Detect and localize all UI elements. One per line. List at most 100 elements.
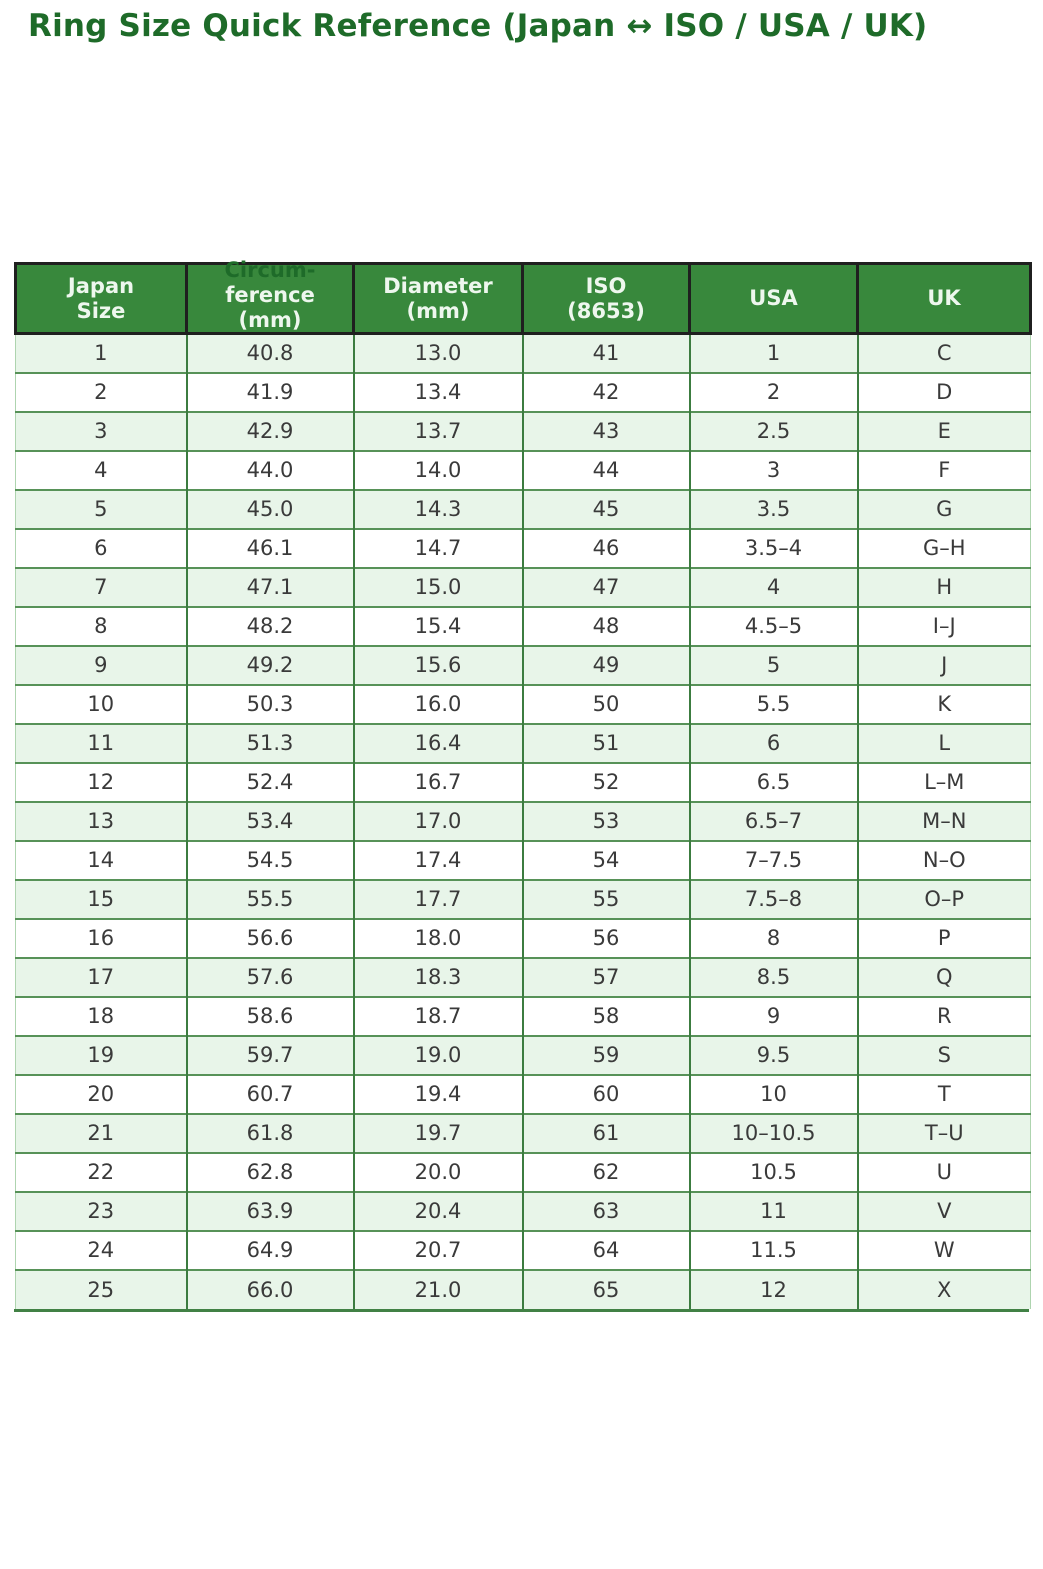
header-line: Size [76,298,126,323]
cell-uk: F [856,449,1031,490]
cell-diameter-mm: 19.7 [352,1112,523,1153]
cell-japan-size: 24 [15,1229,187,1270]
cell-circumference-mm: 59.7 [185,1034,354,1075]
cell-usa: 8.5 [688,956,858,997]
table-row: 20 60.7 19.4 60 10 T [15,1073,1031,1114]
cell-diameter-mm: 15.0 [352,566,523,607]
cell-japan-size: 1 [15,332,187,373]
cell-circumference-mm: 61.8 [185,1112,354,1153]
cell-japan-size: 16 [15,917,187,958]
cell-usa: 7–7.5 [688,839,858,880]
cell-circumference-mm: 49.2 [185,644,354,685]
cell-iso-8653: 49 [521,644,690,685]
cell-japan-size: 2 [15,371,187,412]
cell-uk: K [856,683,1031,724]
table-row: 1 40.8 13.0 41 1 C [15,332,1031,373]
cell-usa: 2.5 [688,410,858,451]
cell-japan-size: 8 [15,605,187,646]
cell-circumference-mm: 47.1 [185,566,354,607]
table-row: 7 47.1 15.0 47 4 H [15,566,1031,607]
cell-circumference-mm: 58.6 [185,995,354,1036]
cell-circumference-mm: 46.1 [185,527,354,568]
cell-circumference-mm: 60.7 [185,1073,354,1114]
cell-japan-size: 6 [15,527,187,568]
cell-iso-8653: 50 [521,683,690,724]
header-line: (8653) [567,298,645,323]
cell-uk: I–J [856,605,1031,646]
cell-japan-size: 19 [15,1034,187,1075]
table-row: 5 45.0 14.3 45 3.5 G [15,488,1031,529]
table-row: 12 52.4 16.7 52 6.5 L–M [15,761,1031,802]
cell-usa: 5 [688,644,858,685]
cell-circumference-mm: 51.3 [185,722,354,763]
cell-circumference-mm: 63.9 [185,1190,354,1231]
cell-uk: X [856,1268,1031,1309]
table-row: 18 58.6 18.7 58 9 R [15,995,1031,1036]
cell-japan-size: 12 [15,761,187,802]
cell-circumference-mm: 53.4 [185,800,354,841]
cell-japan-size: 18 [15,995,187,1036]
cell-diameter-mm: 20.7 [352,1229,523,1270]
cell-usa: 9 [688,995,858,1036]
cell-circumference-mm: 54.5 [185,839,354,880]
cell-uk: J [856,644,1031,685]
header-line: ference [225,282,315,307]
cell-circumference-mm: 40.8 [185,332,354,373]
cell-diameter-mm: 21.0 [352,1268,523,1309]
cell-diameter-mm: 20.0 [352,1151,523,1192]
cell-japan-size: 4 [15,449,187,490]
cell-iso-8653: 43 [521,410,690,451]
table-row: 8 48.2 15.4 48 4.5–5 I–J [15,605,1031,646]
cell-usa: 2 [688,371,858,412]
table-row: 2 41.9 13.4 42 2 D [15,371,1031,412]
cell-iso-8653: 59 [521,1034,690,1075]
cell-japan-size: 5 [15,488,187,529]
table-row: 15 55.5 17.7 55 7.5–8 O–P [15,878,1031,919]
cell-diameter-mm: 15.4 [352,605,523,646]
cell-circumference-mm: 57.6 [185,956,354,997]
header-iso: ISO (8653) [521,262,691,335]
cell-iso-8653: 57 [521,956,690,997]
cell-iso-8653: 51 [521,722,690,763]
cell-usa: 1 [688,332,858,373]
cell-usa: 4.5–5 [688,605,858,646]
header-row: Japan Size Circum- ference (mm) Diameter… [14,257,1032,335]
cell-iso-8653: 62 [521,1151,690,1192]
header-line: USA [749,286,798,310]
cell-iso-8653: 42 [521,371,690,412]
cell-iso-8653: 64 [521,1229,690,1270]
cell-japan-size: 23 [15,1190,187,1231]
cell-diameter-mm: 13.4 [352,371,523,412]
cell-japan-size: 22 [15,1151,187,1192]
cell-uk: C [856,332,1031,373]
cell-japan-size: 15 [15,878,187,919]
cell-usa: 6 [688,722,858,763]
cell-diameter-mm: 13.0 [352,332,523,373]
header-line: (mm) [238,307,302,332]
header-line: ISO [585,273,627,298]
cell-japan-size: 20 [15,1073,187,1114]
cell-diameter-mm: 18.3 [352,956,523,997]
cell-diameter-mm: 17.4 [352,839,523,880]
header-line: UK [927,286,961,310]
cell-iso-8653: 58 [521,995,690,1036]
table-row: 10 50.3 16.0 50 5.5 K [15,683,1031,724]
cell-circumference-mm: 45.0 [185,488,354,529]
cell-uk: G [856,488,1031,529]
cell-uk: Q [856,956,1031,997]
cell-usa: 12 [688,1268,858,1309]
cell-iso-8653: 60 [521,1073,690,1114]
cell-circumference-mm: 44.0 [185,449,354,490]
cell-iso-8653: 46 [521,527,690,568]
cell-iso-8653: 44 [521,449,690,490]
cell-uk: P [856,917,1031,958]
cell-iso-8653: 55 [521,878,690,919]
cell-usa: 3 [688,449,858,490]
header-circumference: Circum- ference (mm) [185,257,355,335]
cell-usa: 6.5 [688,761,858,802]
cell-diameter-mm: 14.0 [352,449,523,490]
table-row: 13 53.4 17.0 53 6.5–7 M–N [15,800,1031,841]
cell-circumference-mm: 41.9 [185,371,354,412]
cell-diameter-mm: 16.0 [352,683,523,724]
cell-japan-size: 13 [15,800,187,841]
